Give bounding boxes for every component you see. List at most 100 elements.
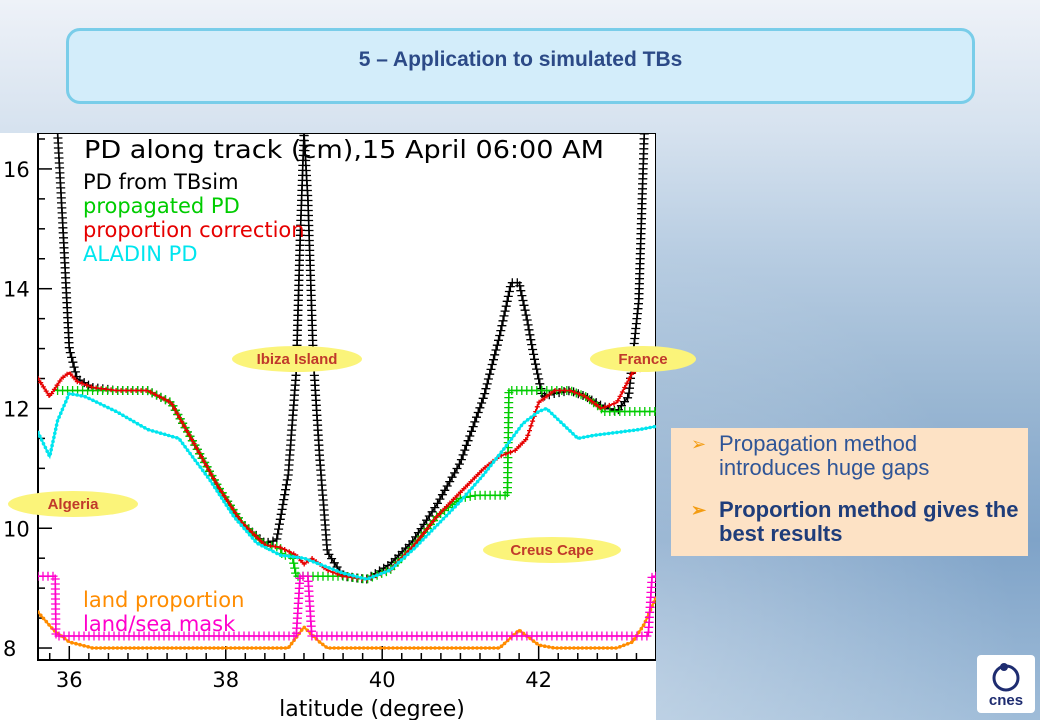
series-marker — [390, 566, 394, 571]
series-marker — [206, 467, 212, 473]
series-marker — [593, 646, 597, 650]
series-marker — [457, 489, 463, 495]
series-marker — [367, 576, 372, 580]
series-marker — [498, 316, 508, 326]
series-marker — [576, 646, 580, 650]
series-marker — [492, 646, 496, 650]
series-marker — [361, 646, 366, 650]
series-marker — [203, 646, 208, 650]
series-marker — [393, 563, 398, 568]
series-marker — [38, 430, 40, 435]
series-marker — [576, 391, 582, 397]
series-marker — [491, 460, 496, 464]
series-marker — [438, 519, 443, 524]
series-marker — [521, 310, 531, 320]
series-marker — [562, 388, 568, 393]
series-marker — [598, 432, 602, 437]
conclusion-box: ➢ Propagation method introduces huge gap… — [671, 428, 1028, 556]
series-marker — [483, 470, 488, 474]
series-marker — [523, 437, 529, 443]
series-marker — [67, 392, 71, 396]
series-marker — [465, 491, 475, 501]
series-marker — [275, 551, 279, 556]
series-marker — [479, 646, 484, 650]
series-marker — [444, 513, 449, 518]
series-marker — [169, 401, 175, 407]
series-marker — [602, 404, 608, 410]
series-marker — [440, 485, 450, 495]
series-marker — [577, 436, 582, 440]
series-marker — [456, 501, 460, 506]
series-marker — [38, 380, 44, 386]
series-marker — [185, 448, 190, 453]
series-marker — [309, 556, 315, 561]
cnes-logo-text: cnes — [988, 692, 1024, 709]
pd-chart: 8 10 12 14 16 36 38 40 42 latitude (degree) PD alo… — [3, 133, 656, 720]
series-marker — [349, 646, 353, 650]
series-marker — [516, 286, 526, 296]
series-marker — [279, 495, 289, 505]
series-marker — [258, 646, 263, 650]
series-marker — [277, 504, 287, 514]
series-marker — [530, 354, 539, 364]
series-marker — [524, 325, 534, 335]
series-marker — [559, 420, 563, 425]
series-marker — [205, 475, 210, 479]
series-marker — [267, 543, 273, 549]
series-marker — [275, 646, 279, 650]
series-marker — [478, 393, 488, 403]
series-marker — [648, 425, 652, 430]
series-marker — [610, 431, 615, 435]
series-marker — [467, 426, 476, 436]
series-marker — [623, 429, 627, 434]
series-marker — [509, 437, 514, 441]
series-marker — [188, 451, 192, 456]
series-marker — [635, 427, 640, 432]
series-marker — [629, 371, 635, 377]
series-marker — [495, 331, 505, 340]
series-marker — [536, 410, 540, 415]
series-marker — [574, 434, 578, 439]
conclusion-text-propagation: Propagation method introduces huge gaps — [719, 431, 930, 480]
x-tick-label: 36 — [56, 668, 83, 692]
series-marker — [507, 440, 511, 445]
series-marker — [108, 387, 114, 393]
series-marker — [601, 646, 606, 650]
series-marker — [496, 646, 500, 650]
series-marker — [271, 646, 275, 650]
series-marker — [483, 646, 488, 650]
series-marker — [432, 525, 437, 530]
series-marker — [191, 646, 195, 650]
series-marker — [64, 399, 68, 404]
series-marker — [468, 422, 478, 432]
chart-title: PD along track (cm),15 April 06:00 AM — [84, 135, 604, 164]
series-marker — [482, 379, 492, 389]
series-marker — [172, 406, 177, 412]
series-marker — [278, 553, 283, 557]
series-marker — [252, 532, 257, 538]
series-marker — [462, 646, 467, 650]
series-marker — [327, 566, 331, 570]
series-marker — [465, 431, 475, 441]
series-marker — [424, 534, 428, 539]
series-marker — [585, 396, 591, 402]
series-marker — [272, 544, 278, 550]
series-marker — [218, 488, 224, 494]
series-marker — [98, 386, 104, 392]
series-marker — [211, 476, 217, 482]
series-marker — [40, 384, 46, 390]
series-marker — [456, 455, 466, 465]
series-marker — [464, 482, 470, 488]
series-marker — [535, 379, 545, 389]
series-marker — [241, 646, 246, 650]
series-marker — [530, 418, 536, 424]
series-marker — [216, 646, 220, 650]
series-marker — [644, 426, 648, 431]
series-marker — [518, 629, 522, 633]
series-marker — [315, 561, 320, 566]
series-marker — [399, 646, 404, 650]
series-marker — [215, 489, 219, 493]
series-marker — [472, 412, 481, 422]
series-marker — [70, 640, 74, 645]
callout-algeria-label: Algeria — [47, 495, 99, 513]
